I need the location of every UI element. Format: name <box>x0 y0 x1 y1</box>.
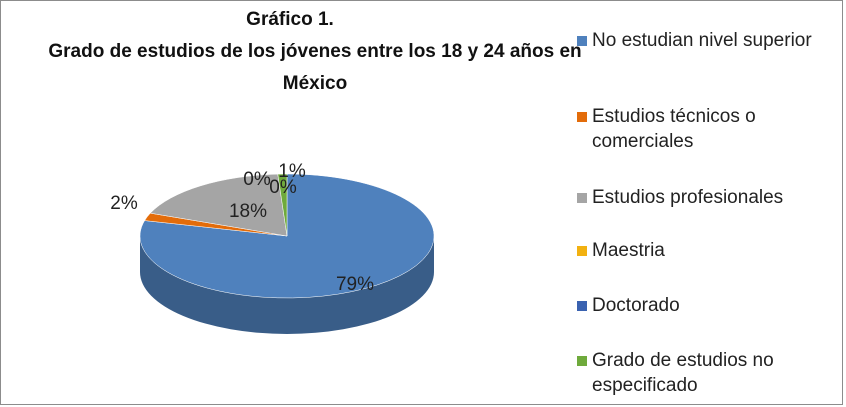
legend-swatch <box>577 36 587 46</box>
legend-label: Grado de estudios no especificado <box>592 350 774 396</box>
legend-label: Maestria <box>592 240 665 261</box>
legend-swatch <box>577 193 587 203</box>
chart-title: Gráfico 1. <box>246 9 334 30</box>
legend-label: No estudian nivel superior <box>592 30 812 51</box>
data-label: 0% <box>243 169 271 190</box>
legend-label: Doctorado <box>592 295 680 316</box>
pie-side <box>140 236 434 334</box>
pie-slice <box>277 173 288 237</box>
legend-label: Estudios profesionales <box>592 187 784 208</box>
data-label: 2% <box>110 193 138 214</box>
data-label: 79% <box>336 274 374 295</box>
legend-swatch <box>577 112 587 122</box>
data-label: 0% <box>269 177 297 198</box>
pie-tops <box>139 173 435 299</box>
legend-label: Estudios técnicos o comerciales <box>592 106 756 152</box>
legend-swatch <box>577 301 587 311</box>
data-label: 18% <box>229 201 267 222</box>
legend-swatch <box>577 356 587 366</box>
data-label: 1% <box>278 161 306 182</box>
chart-subtitle: Grado de estudios de los jóvenes entre l… <box>48 41 582 94</box>
pie-slice <box>149 173 288 237</box>
legend-swatch <box>577 246 587 256</box>
pie-sides <box>140 236 434 334</box>
